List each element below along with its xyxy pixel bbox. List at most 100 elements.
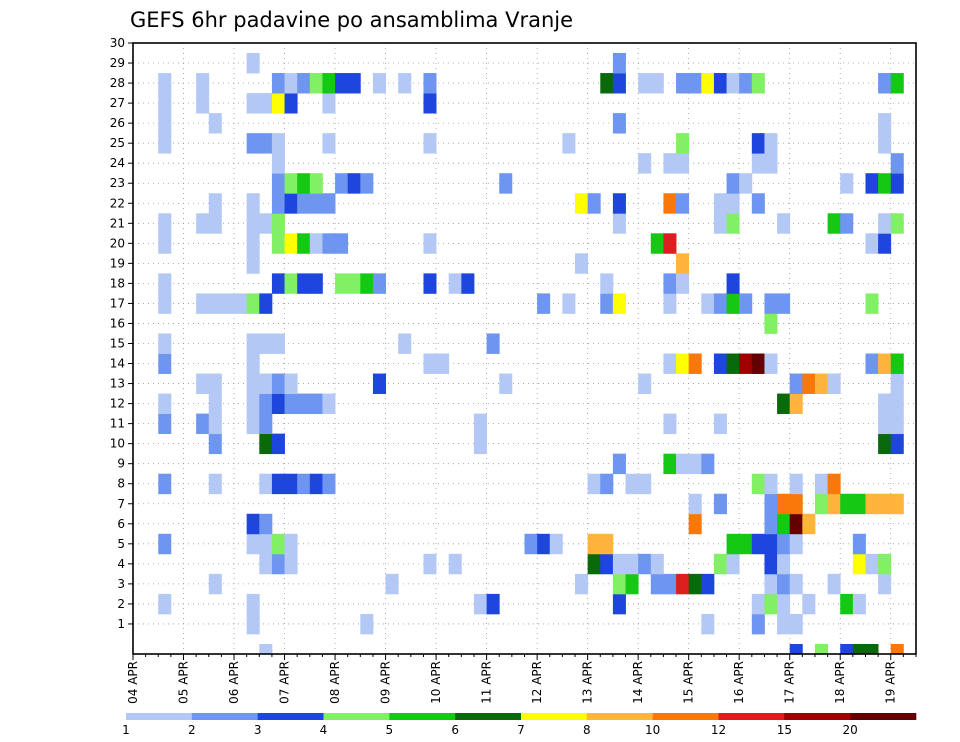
heatmap-cell bbox=[612, 453, 626, 475]
heatmap-cell bbox=[840, 213, 854, 234]
heatmap-cell bbox=[246, 233, 260, 254]
heatmap-cell bbox=[461, 273, 475, 294]
heatmap-cell bbox=[309, 233, 323, 254]
heatmap-cell bbox=[158, 593, 172, 615]
heatmap-cell bbox=[372, 73, 386, 94]
heatmap-cell bbox=[802, 513, 816, 535]
heatmap-cell bbox=[751, 133, 765, 154]
heatmap-cell bbox=[878, 233, 892, 254]
heatmap-cell bbox=[726, 173, 740, 194]
heatmap-cell bbox=[208, 573, 222, 595]
heatmap-cell bbox=[713, 553, 727, 575]
heatmap-cell bbox=[840, 173, 854, 194]
heatmap-cell bbox=[259, 513, 273, 535]
heatmap-cell bbox=[423, 73, 437, 94]
y-tick-label: 23 bbox=[110, 176, 125, 190]
heatmap-cell bbox=[726, 533, 740, 555]
heatmap-cell bbox=[751, 153, 765, 174]
x-tick-label: 10 APR bbox=[429, 661, 443, 704]
heatmap-cell bbox=[865, 553, 879, 575]
heatmap-cell bbox=[271, 473, 285, 495]
heatmap-cell bbox=[208, 193, 222, 214]
heatmap-cell bbox=[322, 393, 336, 415]
y-tick-label: 11 bbox=[110, 417, 125, 431]
heatmap-cell bbox=[385, 573, 399, 595]
heatmap-cell bbox=[751, 593, 765, 615]
heatmap-cell bbox=[852, 493, 866, 515]
heatmap-cell bbox=[865, 233, 879, 254]
heatmap-cell bbox=[208, 373, 222, 394]
heatmap-cell bbox=[158, 273, 172, 294]
heatmap-cell bbox=[865, 643, 879, 655]
heatmap-cell bbox=[208, 293, 222, 314]
heatmap-cell bbox=[259, 93, 273, 114]
heatmap-cell bbox=[600, 553, 614, 575]
heatmap-cell bbox=[676, 573, 690, 595]
heatmap-cell bbox=[271, 373, 285, 394]
heatmap-cell bbox=[259, 473, 273, 495]
colorbar-swatch bbox=[652, 713, 719, 720]
heatmap-cell bbox=[423, 273, 437, 294]
heatmap-cell bbox=[562, 133, 576, 154]
heatmap-cell bbox=[726, 353, 740, 374]
heatmap-cell bbox=[726, 273, 740, 294]
colorbar-swatch bbox=[323, 713, 390, 720]
heatmap-cell bbox=[827, 573, 841, 595]
heatmap-cell bbox=[600, 273, 614, 294]
heatmap-cell bbox=[789, 613, 803, 635]
heatmap-cell bbox=[764, 573, 778, 595]
heatmap-cell bbox=[751, 613, 765, 635]
heatmap-cell bbox=[284, 233, 298, 254]
heatmap-cell bbox=[208, 113, 222, 134]
heatmap-cell bbox=[537, 293, 551, 314]
heatmap-cell bbox=[878, 113, 892, 134]
heatmap-cell bbox=[638, 553, 652, 575]
heatmap-cell bbox=[612, 113, 626, 134]
heatmap-cell bbox=[890, 373, 904, 394]
heatmap-cell bbox=[676, 353, 690, 374]
heatmap-cell bbox=[676, 273, 690, 294]
heatmap-cell bbox=[335, 173, 349, 194]
colorbar-swatch bbox=[126, 713, 193, 720]
x-tick-label: 17 APR bbox=[783, 661, 797, 704]
heatmap-cell bbox=[777, 213, 791, 234]
heatmap-cell bbox=[158, 413, 172, 435]
heatmap-cell bbox=[158, 293, 172, 314]
heatmap-cell bbox=[246, 293, 260, 314]
heatmap-cell bbox=[726, 193, 740, 214]
heatmap-cell bbox=[284, 373, 298, 394]
heatmap-cell bbox=[890, 393, 904, 415]
heatmap-cell bbox=[360, 613, 374, 635]
heatmap-cell bbox=[650, 573, 664, 595]
y-tick-label: 2 bbox=[117, 597, 125, 611]
heatmap-cell bbox=[575, 253, 589, 274]
heatmap-cell bbox=[713, 353, 727, 374]
heatmap-cell bbox=[297, 273, 311, 294]
heatmap-cell bbox=[297, 173, 311, 194]
heatmap-cell bbox=[322, 133, 336, 154]
heatmap-cell bbox=[575, 193, 589, 214]
heatmap-cell bbox=[625, 473, 639, 495]
y-tick-label: 3 bbox=[117, 577, 125, 591]
y-tick-label: 17 bbox=[110, 296, 125, 310]
y-tick-label: 7 bbox=[117, 497, 125, 511]
heatmap-cell bbox=[802, 373, 816, 394]
heatmap-cell bbox=[398, 73, 412, 94]
heatmap-cell bbox=[878, 493, 892, 515]
heatmap-cell bbox=[612, 193, 626, 214]
y-tick-label: 12 bbox=[110, 397, 125, 411]
heatmap-cell bbox=[208, 473, 222, 495]
heatmap-cell bbox=[751, 73, 765, 94]
heatmap-cell bbox=[739, 353, 753, 374]
heatmap-cell bbox=[600, 73, 614, 94]
heatmap-cell bbox=[713, 493, 727, 515]
heatmap-cell bbox=[827, 493, 841, 515]
heatmap-cell bbox=[259, 213, 273, 234]
heatmap-cell bbox=[271, 553, 285, 575]
heatmap-cell bbox=[499, 373, 513, 394]
heatmap-cell bbox=[878, 413, 892, 435]
heatmap-cell bbox=[486, 333, 500, 354]
heatmap-cell bbox=[764, 493, 778, 515]
heatmap-cell bbox=[473, 413, 488, 435]
y-tick-label: 9 bbox=[117, 457, 125, 471]
